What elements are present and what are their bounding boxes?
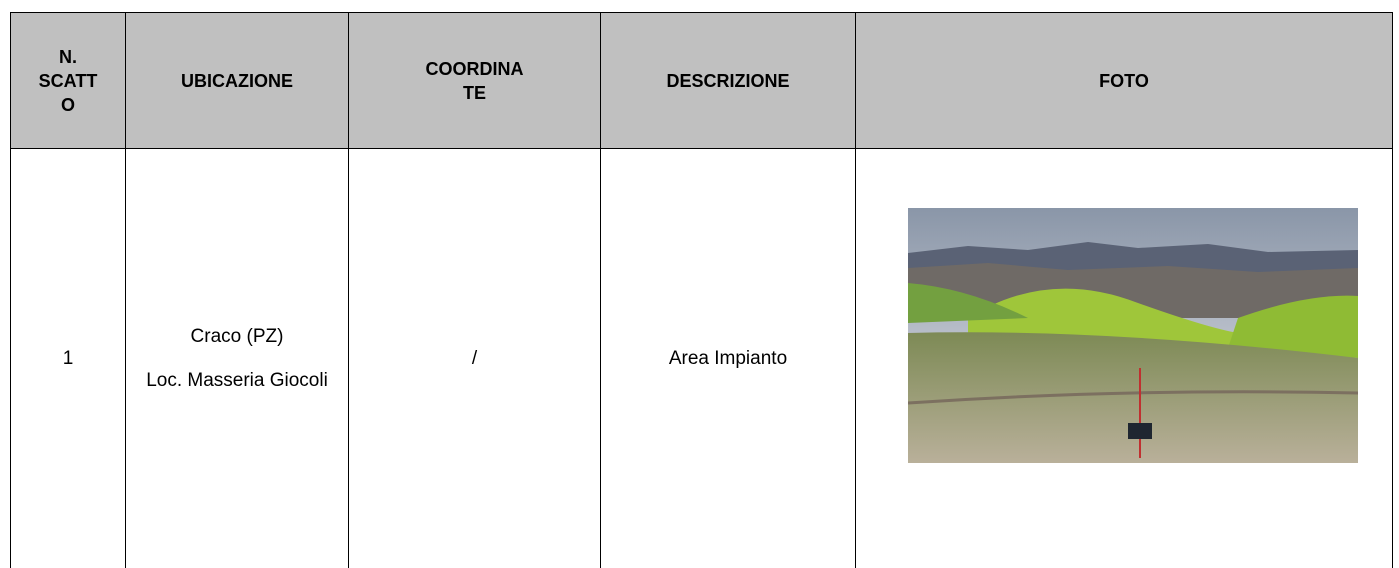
cell-text: UBICAZIONE [181, 70, 293, 91]
cell-text: Loc. Masseria Giocoli [146, 369, 328, 391]
cell-text: Craco (PZ) [190, 325, 284, 347]
body-cell: Area Impianto [600, 148, 855, 568]
cell-text: FOTO [1099, 70, 1149, 91]
cell-text: SCATT [38, 70, 98, 91]
header-cell: FOTO [855, 12, 1393, 149]
header-cell: N. SCATT O [10, 12, 125, 149]
cell-text: Area Impianto [668, 347, 788, 369]
header-cell: DESCRIZIONE [600, 12, 855, 149]
photo [908, 208, 1358, 463]
cell-text: N. [59, 46, 77, 67]
header-cell: COORDINA TE [348, 12, 600, 149]
body-cell: Craco (PZ) Loc. Masseria Giocoli [125, 148, 348, 568]
cell-text: TE [462, 82, 486, 103]
cell-text: O [60, 94, 75, 115]
body-cell: / [348, 148, 600, 568]
photo-cell [855, 148, 1393, 568]
cell-text: COORDINA [425, 58, 524, 79]
page: N. SCATT O UBICAZIONE COORDINA TE DESCRIZIONE F… [10, 12, 1393, 568]
cell-text: / [471, 347, 478, 369]
cell-text: 1 [62, 347, 74, 369]
header-cell: UBICAZIONE [125, 12, 348, 149]
body-cell: 1 [10, 148, 125, 568]
cell-text: DESCRIZIONE [666, 70, 790, 91]
